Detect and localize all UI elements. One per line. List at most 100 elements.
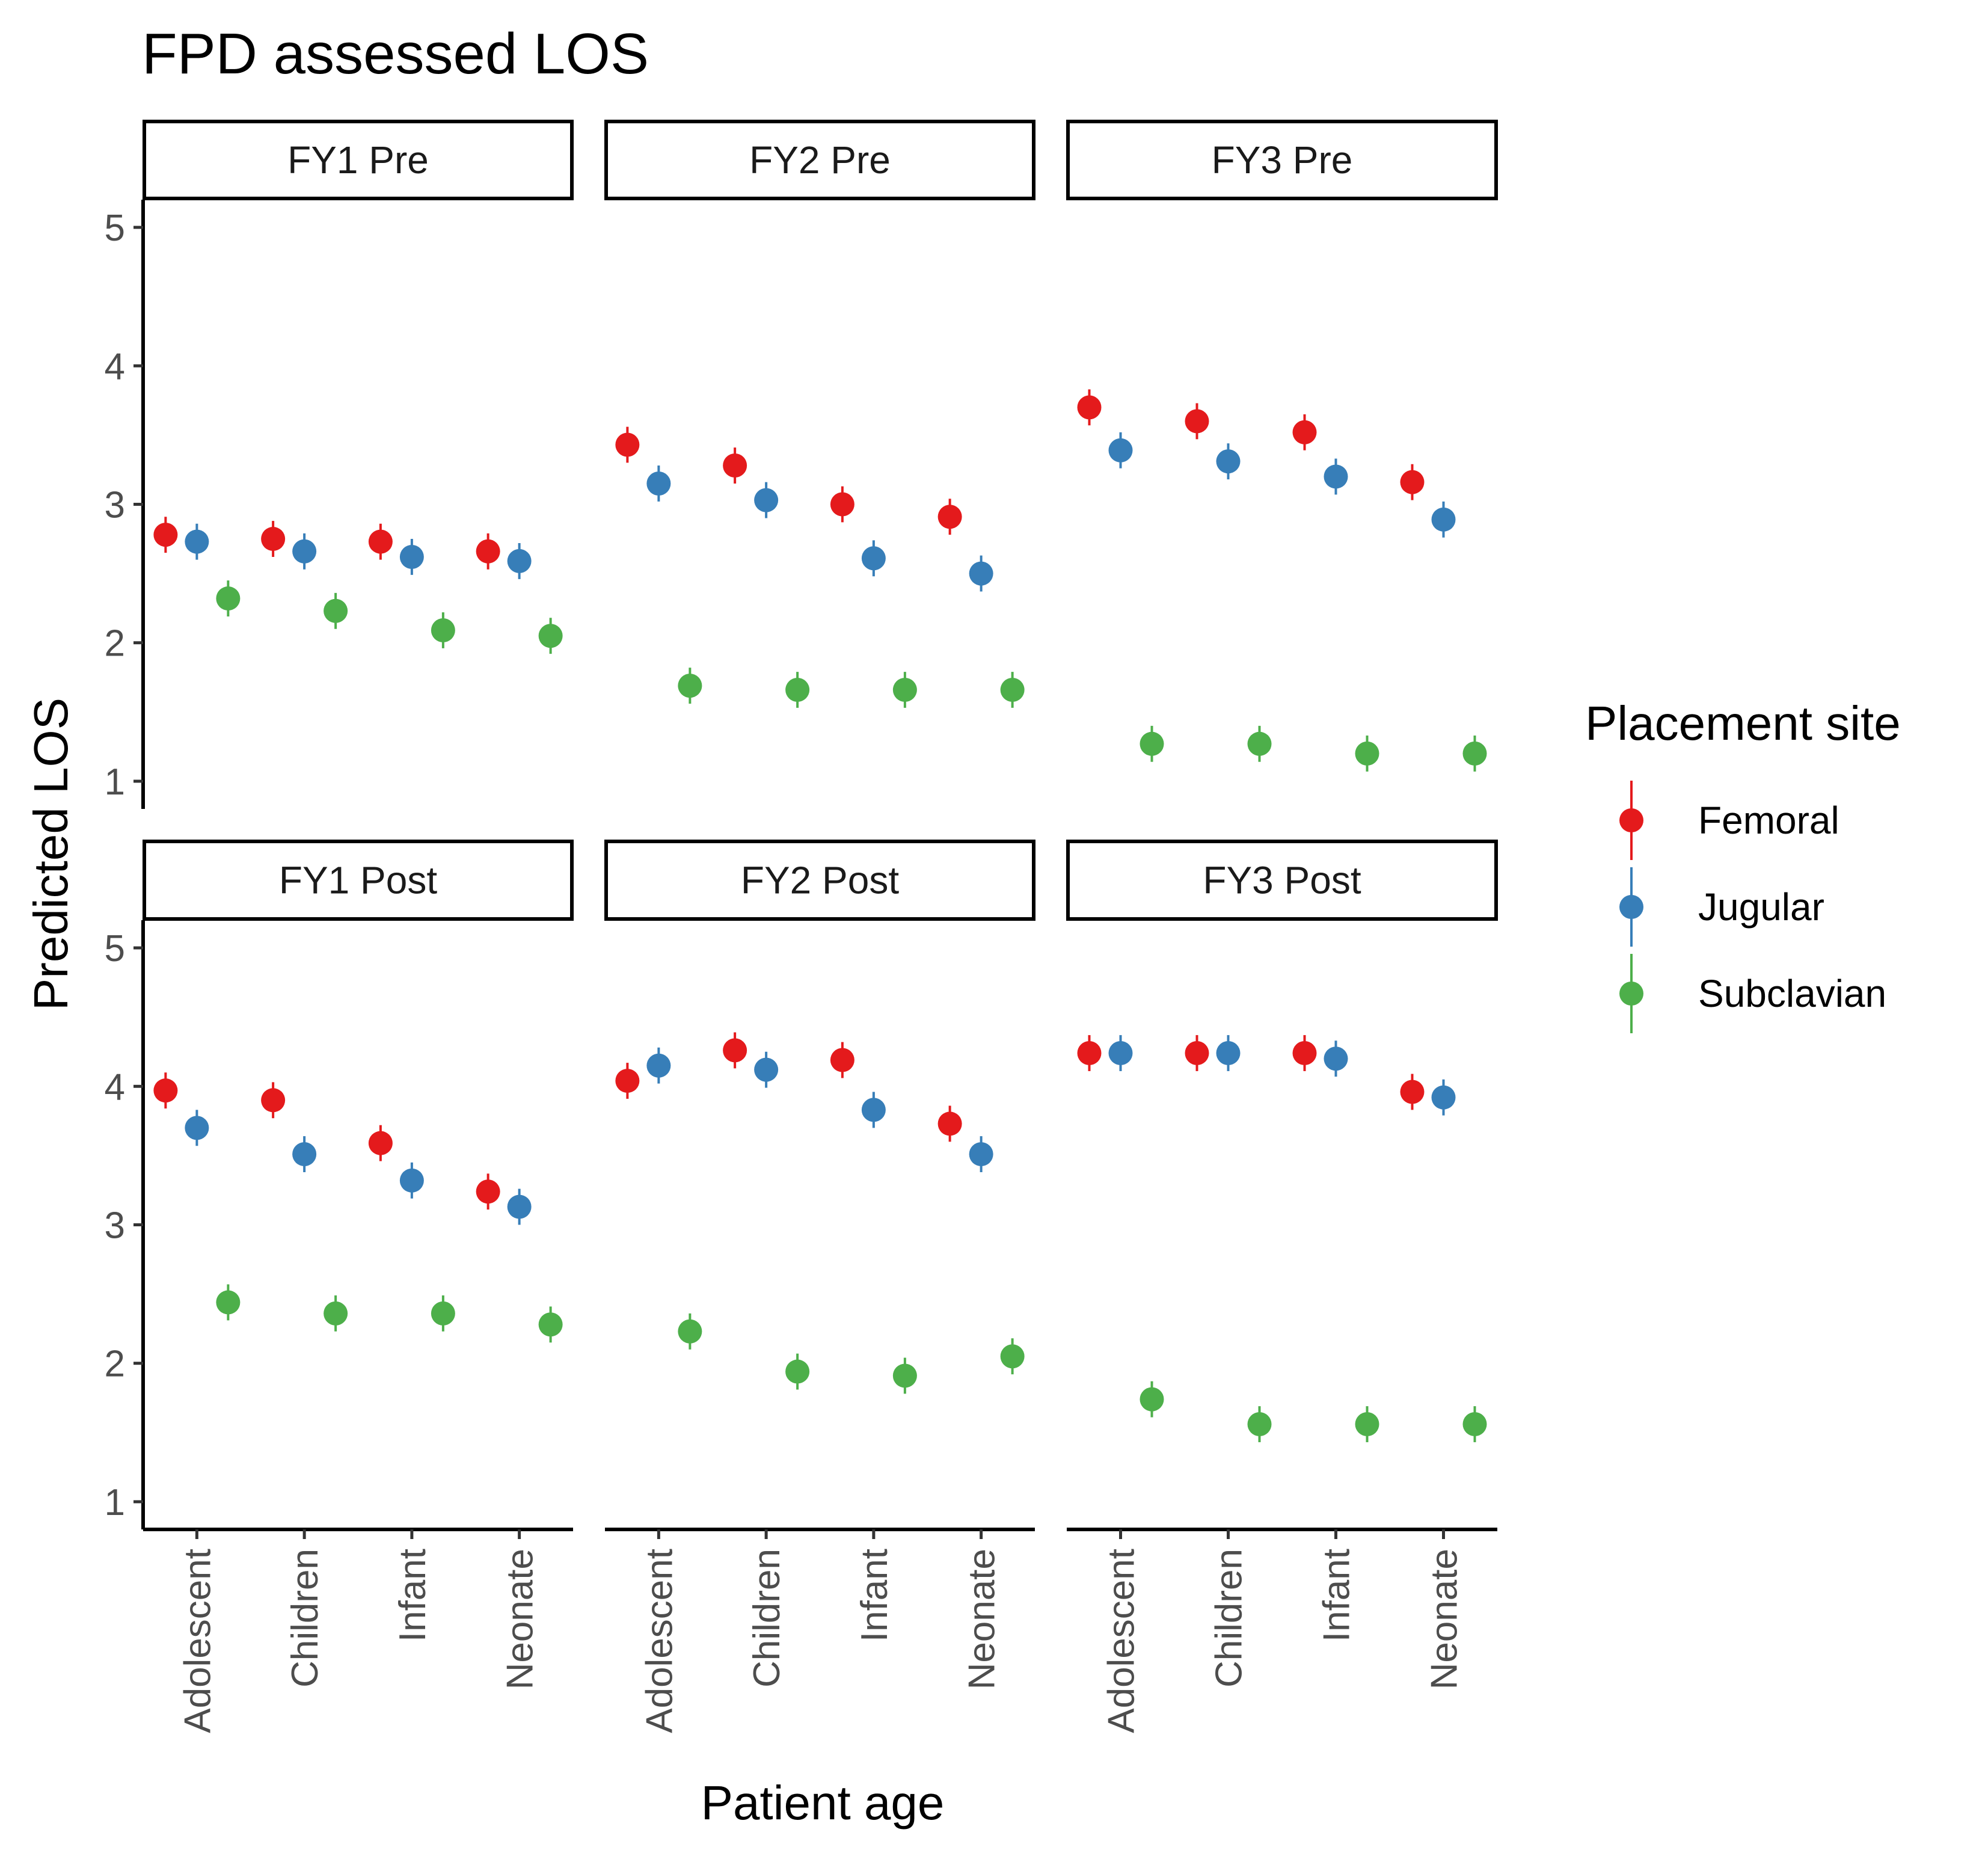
data-point: [615, 432, 640, 457]
data-point: [1324, 1046, 1348, 1071]
facet-strip: [1066, 840, 1498, 921]
data-point: [969, 561, 993, 586]
data-point: [216, 1290, 241, 1315]
facet-strip: [143, 120, 574, 200]
data-point: [1247, 731, 1272, 756]
x-tick-label: Children: [1209, 1549, 1250, 1688]
data-point: [1355, 741, 1379, 766]
data-point: [185, 529, 209, 554]
x-tick-label: Adolescent: [1101, 1549, 1143, 1733]
data-point: [1292, 420, 1317, 444]
legend-entries: Femoral Jugular Subclavian: [1619, 781, 1886, 1033]
data-point: [1355, 1412, 1379, 1437]
data-point: [1324, 464, 1348, 489]
data-point: [507, 549, 532, 573]
data-point: [1000, 678, 1025, 702]
facet-strip-label: FY1 Post: [279, 859, 437, 902]
facet-panel: FY2 Pre: [604, 120, 1035, 708]
facet-panel: FY3 Pre: [1066, 120, 1498, 772]
data-point: [1431, 1085, 1456, 1110]
data-point: [538, 1312, 563, 1337]
legend-label: Jugular: [1698, 885, 1824, 929]
y-tick-label: 2: [105, 1344, 125, 1385]
facet-strip-label: FY2 Post: [741, 859, 899, 902]
data-point: [723, 453, 747, 478]
chart-title: FPD assessed LOS: [142, 22, 649, 86]
data-point: [476, 1179, 500, 1204]
data-point: [861, 1098, 886, 1122]
data-point: [1108, 1041, 1133, 1066]
legend-label: Subclavian: [1698, 972, 1886, 1015]
data-point: [431, 1301, 455, 1326]
y-tick-label: 3: [105, 485, 125, 526]
y-tick-label: 2: [105, 623, 125, 665]
data-point: [399, 1168, 424, 1193]
data-point: [1247, 1412, 1272, 1437]
x-axis-title: Patient age: [701, 1776, 945, 1830]
x-tick-label: Infant: [854, 1549, 895, 1642]
legend: Placement site Femoral Jugular Subclavian: [1585, 696, 1901, 1033]
data-point: [1140, 1387, 1164, 1412]
facet-strip-label: FY3 Post: [1203, 859, 1361, 902]
facet-panel: FY3 Post Adolescent Children Infant Neonate: [1066, 840, 1498, 1733]
data-point: [937, 1111, 962, 1136]
x-tick-label: Adolescent: [177, 1549, 218, 1733]
data-point: [507, 1194, 532, 1219]
x-tick-label: Neonate: [962, 1549, 1003, 1689]
y-tick-label: 5: [105, 207, 125, 249]
data-point: [678, 674, 702, 698]
legend-label: Femoral: [1698, 799, 1839, 842]
data-point: [969, 1142, 993, 1167]
data-point: [324, 598, 348, 623]
x-tick-label: Neonate: [1424, 1549, 1465, 1689]
data-point: [830, 492, 854, 517]
data-point: [646, 471, 671, 496]
y-tick-label: 4: [105, 346, 125, 387]
legend-key-point: [1619, 895, 1643, 919]
data-point: [723, 1038, 747, 1063]
data-point: [538, 624, 563, 648]
x-tick-label: Neonate: [500, 1549, 541, 1689]
y-tick-label: 1: [105, 761, 125, 803]
data-point: [861, 546, 886, 571]
data-point: [678, 1319, 702, 1344]
facet-panel: FY1 Pre 1 2 3 4 5: [105, 120, 574, 809]
legend-title: Placement site: [1585, 696, 1901, 750]
facet-strip-label: FY3 Pre: [1212, 138, 1353, 182]
data-point: [1462, 741, 1487, 766]
y-axis-title: Predicted LOS: [24, 698, 78, 1010]
data-point: [1185, 409, 1209, 434]
data-point: [368, 529, 393, 554]
data-point: [399, 544, 424, 569]
data-point: [476, 539, 500, 564]
data-point: [1431, 507, 1456, 532]
data-point: [1292, 1041, 1317, 1066]
data-point: [1185, 1041, 1209, 1066]
data-point: [153, 523, 178, 547]
facet-strip-label: FY2 Pre: [749, 138, 891, 182]
data-point: [1000, 1344, 1025, 1369]
data-point: [754, 1057, 779, 1082]
data-point: [1216, 449, 1241, 474]
data-point: [754, 488, 779, 512]
data-point: [216, 586, 241, 611]
data-point: [292, 1142, 317, 1167]
data-point: [153, 1078, 178, 1103]
data-point: [937, 505, 962, 529]
data-point: [830, 1048, 854, 1072]
data-point: [785, 1359, 810, 1384]
y-tick-label: 5: [105, 928, 125, 969]
data-point: [1077, 395, 1102, 420]
data-point: [785, 678, 810, 702]
data-point: [615, 1069, 640, 1093]
legend-key-point: [1619, 808, 1643, 832]
data-point: [892, 1363, 917, 1388]
facet-panel: FY1 Post 1 2 3 4 5 Adolescent Children Infant Neo…: [105, 840, 574, 1733]
data-point: [1077, 1041, 1102, 1066]
facet-strip: [1066, 120, 1498, 200]
data-point: [1216, 1041, 1241, 1066]
data-point: [261, 1088, 286, 1113]
